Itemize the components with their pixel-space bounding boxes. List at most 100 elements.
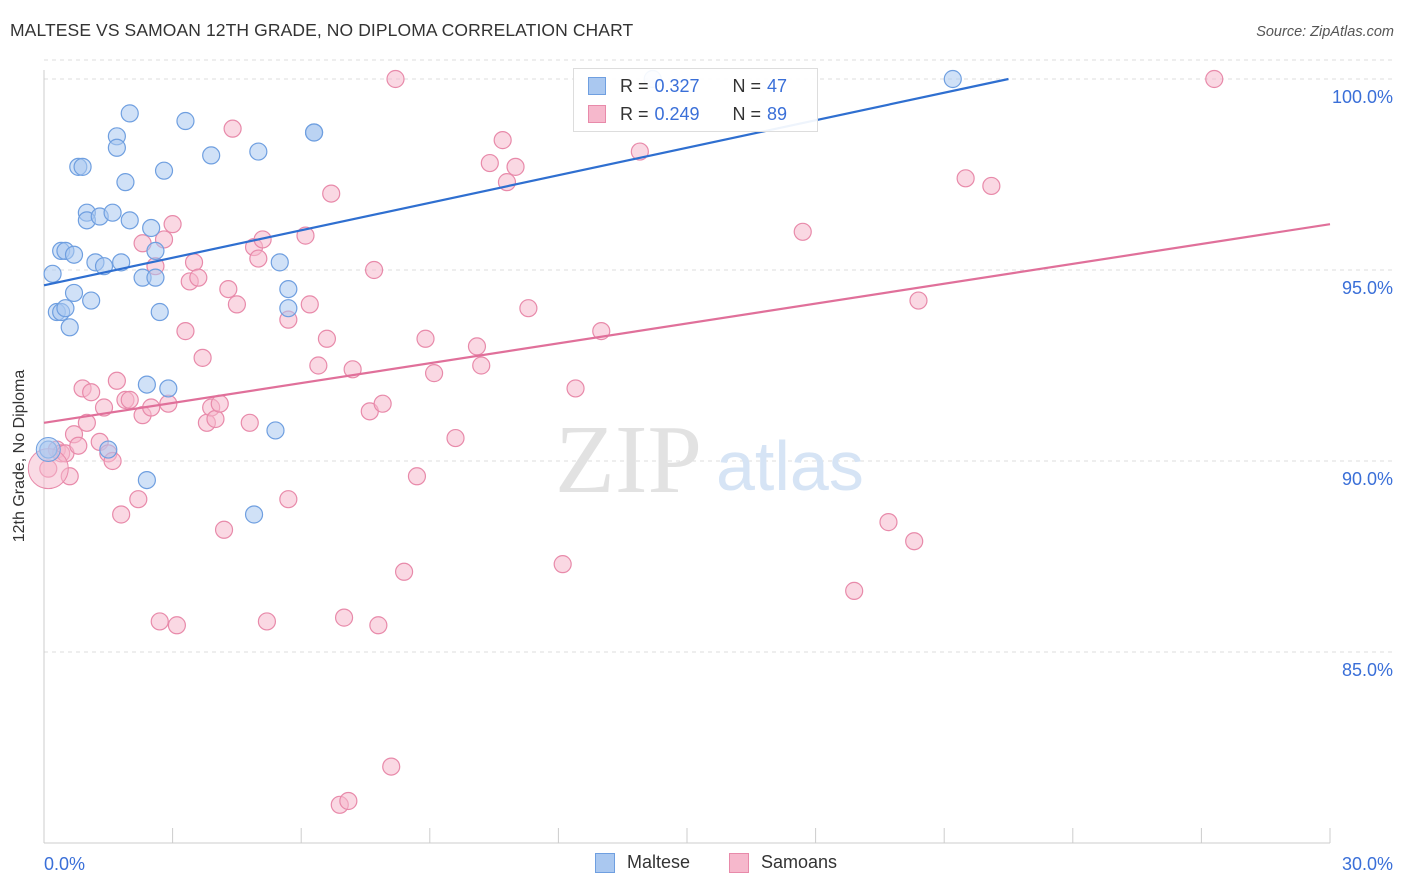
maltese-point (202, 146, 221, 165)
x-tick-labels: 0.0% 30.0% (44, 854, 1393, 874)
maltese-point (176, 111, 195, 131)
stats-legend: R = 0.327 N = 47 R = 0.249 N = 89 (573, 68, 818, 132)
samoan-point (193, 348, 212, 367)
samoan-point (845, 581, 864, 600)
maltese-point (120, 211, 139, 230)
legend-samoans-label: Samoans (761, 852, 838, 872)
samoan-point (334, 608, 354, 627)
maltese-points (35, 69, 962, 524)
maltese-point (56, 299, 75, 318)
samoan-point (519, 299, 538, 318)
samoan-point (386, 69, 405, 89)
maltese-n-label: N = (732, 75, 762, 96)
samoan-point (480, 153, 499, 173)
samoan-point (506, 157, 525, 176)
samoan-swatch (588, 105, 606, 123)
trend-lines (43, 77, 1331, 424)
maltese-point (116, 173, 135, 192)
samoan-point (223, 119, 242, 138)
samoan-point (339, 791, 358, 811)
y-tick-labels: 85.0% 90.0% 95.0% 100.0% (1332, 87, 1393, 680)
samoan-n-value: 89 (767, 103, 788, 124)
samoan-point (206, 409, 225, 429)
samoan-point (879, 513, 898, 532)
samoan-point (257, 612, 277, 631)
samoan-point (150, 612, 169, 631)
legend-maltese-label: Maltese (627, 852, 691, 872)
maltese-point (64, 283, 84, 303)
legend-item-samoans[interactable]: Samoans (729, 852, 837, 873)
samoan-point (317, 329, 337, 348)
samoan-point (77, 413, 96, 432)
samoan-point (249, 249, 268, 268)
samoan-point (69, 436, 88, 455)
samoan-point (566, 379, 585, 398)
samoan-point (107, 371, 126, 390)
legend-row-samoans: R = 0.249 N = 89 (588, 103, 787, 125)
samoan-point (82, 383, 101, 402)
maltese-point (43, 264, 62, 283)
legend-item-maltese[interactable]: Maltese (595, 852, 690, 873)
samoan-point (493, 131, 512, 150)
maltese-point (99, 440, 118, 459)
maltese-point (270, 253, 289, 272)
maltese-trend-line (43, 77, 1009, 287)
maltese-point (120, 104, 139, 123)
maltese-r-value: 0.327 (654, 75, 700, 96)
maltese-point (146, 241, 165, 260)
maltese-point (103, 203, 122, 222)
maltese-point (137, 471, 156, 490)
source-label: Source: ZipAtlas.com (1256, 24, 1394, 40)
samoan-point (309, 356, 328, 375)
samoan-point (322, 184, 341, 203)
samoan-point (184, 253, 204, 272)
samoan-point (189, 268, 208, 287)
samoan-point (956, 169, 975, 188)
legend-samoans-swatch (729, 852, 749, 873)
maltese-point (244, 505, 264, 524)
samoan-point (909, 291, 928, 310)
samoan-point (129, 490, 148, 509)
y-tick-label: 85.0% (1342, 660, 1393, 680)
maltese-point (82, 291, 101, 310)
maltese-point (146, 268, 165, 287)
maltese-point (279, 280, 298, 299)
maltese-point (107, 138, 126, 157)
samoan-point (793, 222, 812, 241)
samoan-trend-line (43, 223, 1331, 424)
samoan-point (176, 322, 195, 341)
samoan-point (210, 394, 229, 413)
legend-row-maltese: R = 0.327 N = 47 (588, 75, 787, 97)
y-tick-label: 95.0% (1342, 278, 1393, 298)
samoan-point (163, 215, 182, 234)
maltese-point (150, 302, 169, 322)
samoan-point (407, 467, 427, 486)
samoan-point (905, 532, 924, 551)
y-tick-label: 100.0% (1332, 87, 1393, 107)
samoan-r-label: R = (620, 103, 649, 124)
samoan-point (219, 280, 238, 299)
maltese-point (60, 318, 79, 337)
maltese-point (159, 379, 178, 398)
maltese-n-value: 47 (767, 75, 788, 96)
samoan-point (167, 616, 186, 635)
samoan-point (300, 295, 319, 314)
maltese-swatch (588, 77, 606, 95)
samoan-point (373, 394, 392, 413)
maltese-point (112, 253, 131, 272)
samoan-point (424, 364, 444, 383)
watermark-zip: ZIP (555, 406, 702, 514)
samoan-points (27, 69, 1224, 814)
watermark-atlas: atlas (716, 427, 864, 505)
samoan-n-label: N = (732, 103, 762, 124)
legend-maltese-swatch (595, 852, 615, 873)
samoan-point (214, 520, 234, 539)
samoan-point (446, 428, 465, 448)
samoan-point (394, 562, 414, 581)
maltese-point (73, 157, 92, 176)
chart-title: MALTESE VS SAMOAN 12TH GRADE, NO DIPLOMA… (10, 20, 634, 40)
samoan-point (120, 390, 139, 409)
maltese-point (279, 299, 298, 318)
y-tick-label: 90.0% (1342, 469, 1393, 489)
